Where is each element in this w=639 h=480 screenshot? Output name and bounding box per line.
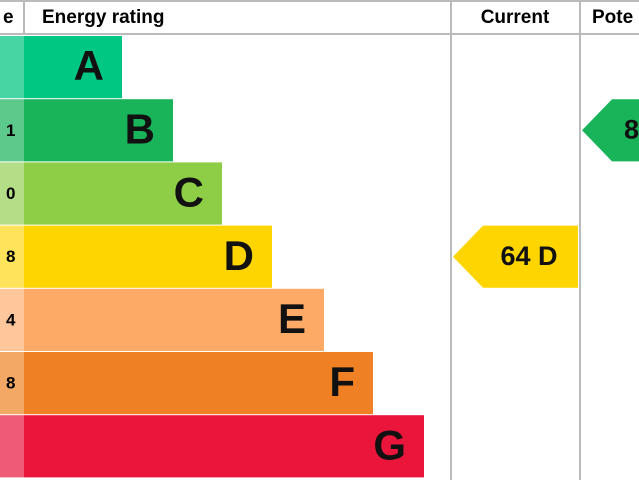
current-rating: 64 D (500, 241, 557, 271)
score-cell (0, 36, 24, 99)
band-bar (24, 225, 272, 288)
potential-header: Pote (592, 7, 633, 28)
band-bar (24, 99, 173, 162)
score-cell (0, 225, 24, 288)
score-cell (0, 415, 24, 478)
band-letter: B (125, 105, 155, 152)
score-range: 8 (6, 374, 15, 393)
band-letter: A (74, 42, 104, 89)
band-bar (24, 162, 222, 225)
score-cell (0, 352, 24, 415)
score-range: 0 (6, 184, 15, 203)
band-bar (24, 288, 324, 351)
current-arrow (453, 225, 578, 288)
score-range: 8 (6, 247, 15, 266)
score-header: e (3, 7, 14, 28)
band-letter: E (278, 295, 306, 342)
band-bar (24, 36, 122, 99)
potential-arrow (582, 99, 639, 162)
rating-header: Energy rating (42, 7, 164, 28)
band-letter: G (373, 421, 406, 468)
band-bar (24, 415, 424, 478)
score-range: 1 (6, 121, 15, 140)
score-cell (0, 162, 24, 225)
band-letter: D (224, 232, 254, 279)
potential-rating: 8 (624, 114, 639, 144)
current-header: Current (481, 7, 550, 28)
band-letter: C (174, 169, 204, 216)
score-range: 4 (6, 310, 16, 329)
band-bar (24, 352, 373, 415)
score-cell (0, 99, 24, 162)
band-letter: F (329, 358, 355, 405)
score-cell (0, 288, 24, 351)
